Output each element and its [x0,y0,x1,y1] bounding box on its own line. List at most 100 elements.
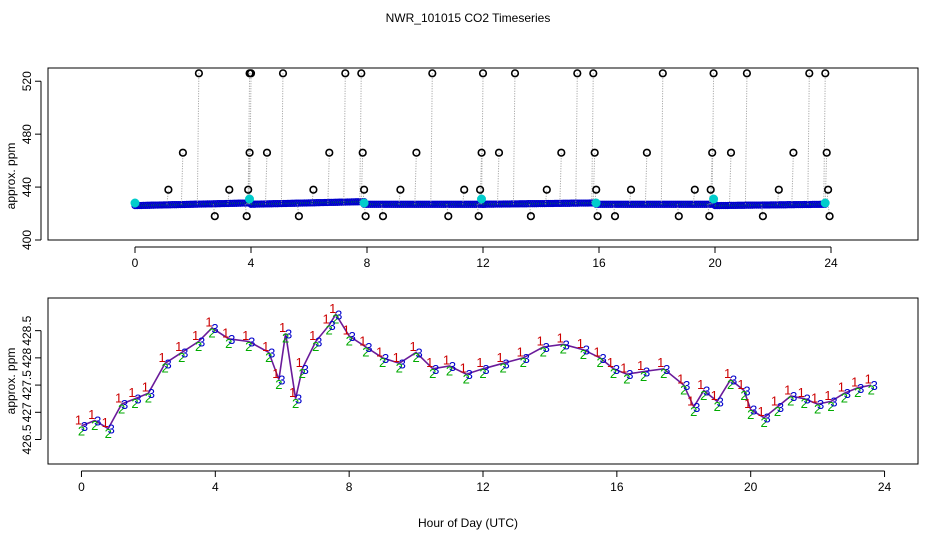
bottom-series-1-marker: 1 [393,350,400,365]
top-y-tick-label: 440 [20,177,34,197]
top-outlier-connector [791,152,794,205]
top-outlier-point [476,185,485,194]
bottom-series-1-marker: 1 [838,380,845,395]
top-outlier-point [244,185,253,194]
bottom-trace-line [81,312,872,430]
bottom-series-1-marker: 1 [192,328,199,343]
top-outlier-point [358,148,367,157]
bottom-series-3-marker: 3 [211,321,218,336]
top-x-tick-label: 4 [248,256,255,270]
bottom-x-tick-label: 20 [744,480,758,494]
bottom-series-1-marker: 1 [620,361,627,376]
top-outlier-connector [381,204,384,217]
top-outlier-point [758,212,768,221]
bottom-series-3-marker: 3 [830,394,837,409]
top-outlier-point [494,148,504,157]
top-outlier-point [823,185,833,194]
top-outlier-connector [760,204,764,217]
top-panel: 0 4 8 12 16 20 24 400 440 480 520 approx. ppm [4,67,919,270]
top-outlier-point [526,212,536,221]
top-x-tick-label: 24 [824,256,838,270]
bottom-x-tick-label: 4 [212,480,219,494]
bottom-series-2-marker: 2 [841,391,848,406]
top-outlier-point [164,185,173,194]
bottom-series-2-marker: 2 [312,339,319,354]
top-outlier-connector [196,73,200,205]
top-outlier-connector [414,152,417,205]
bottom-y-tick-label: 428.5 [20,315,34,345]
top-outlier-connector [247,73,251,205]
bottom-series-3-marker: 3 [278,373,285,388]
top-outlier-point [477,148,486,157]
bottom-series-2-marker: 2 [540,344,547,359]
bottom-series-2-marker: 2 [161,361,168,376]
bottom-series-2-marker: 2 [740,388,747,403]
top-outlier-connector [476,204,480,217]
bottom-series-1-marker: 1 [757,404,764,419]
top-outlier-connector [212,204,216,217]
top-outlier-point [542,185,551,194]
bottom-series-2-marker: 2 [801,396,808,411]
top-outlier-point [178,148,187,157]
top-outlier-connector [707,204,710,217]
bottom-series-1-marker: 1 [798,385,805,400]
top-outlier-connector [807,73,810,205]
bottom-series-3-marker: 3 [663,362,670,377]
bottom-series-3-marker: 3 [703,384,710,399]
bottom-series-3-marker: 3 [268,345,275,360]
bottom-series-3-marker: 3 [181,345,188,360]
top-outlier-point [592,185,601,194]
bottom-series-2-marker: 2 [446,363,453,378]
top-outlier-connector [363,204,367,217]
bottom-series-2-marker: 2 [292,396,299,411]
bottom-series-1-marker: 1 [851,374,858,389]
bottom-series-2-marker: 2 [379,355,386,370]
top-outlier-point [658,69,667,78]
bottom-series-2-marker: 2 [332,312,339,327]
bottom-series-1-marker: 1 [102,415,109,430]
bottom-series-3-marker: 3 [777,400,784,415]
bottom-series-3-marker: 3 [148,386,155,401]
bottom-series-1-marker: 1 [142,380,149,395]
bottom-series-1-marker: 1 [865,372,872,387]
top-outlier-point [590,148,599,157]
top-outlier-point [708,148,717,157]
top-outlier-point [610,212,620,221]
bottom-series-3-marker: 3 [563,337,570,352]
bottom-series-1-marker: 1 [443,353,450,368]
bottom-series-3-marker: 3 [399,356,406,371]
bottom-series-1-marker: 1 [811,391,818,406]
bottom-series-3-marker: 3 [482,362,489,377]
bottom-series-2-marker: 2 [623,372,630,387]
top-x-axis: 0 4 8 12 16 20 24 [132,246,838,270]
top-outlier-connector [343,73,346,205]
bottom-series-2-marker: 2 [680,382,687,397]
top-x-tick-label: 8 [364,256,371,270]
top-plot-frame [47,67,919,241]
top-outlier-point [294,212,304,221]
bottom-series-2-marker: 2 [275,377,282,392]
bottom-x-tick-label: 16 [610,480,624,494]
top-outlier-point [225,185,234,194]
top-outlier-connector [265,152,268,205]
bottom-series-1-marker: 1 [824,388,831,403]
top-outlier-point [573,69,582,78]
bottom-series-3-marker: 3 [613,362,620,377]
top-outlier-connector [249,73,252,205]
bottom-series-1-marker: 1 [175,339,182,354]
bottom-series-2-marker: 2 [580,347,587,362]
bottom-series-3-marker: 3 [302,362,309,377]
bottom-series-3-marker: 3 [543,340,550,355]
bottom-series-1-marker: 1 [128,385,135,400]
top-outlier-point [412,148,421,157]
bottom-series-1-marker: 1 [537,334,544,349]
bottom-series-3-marker: 3 [94,414,101,429]
top-outlier-point [805,69,814,78]
bottom-series-3-marker: 3 [108,422,115,437]
top-outlier-point [194,69,203,78]
top-y-axis: 400 440 480 520 [20,71,42,250]
bottom-series-1-marker: 1 [557,331,564,346]
top-outlier-point [789,148,798,157]
bottom-series-2-marker: 2 [346,334,353,349]
